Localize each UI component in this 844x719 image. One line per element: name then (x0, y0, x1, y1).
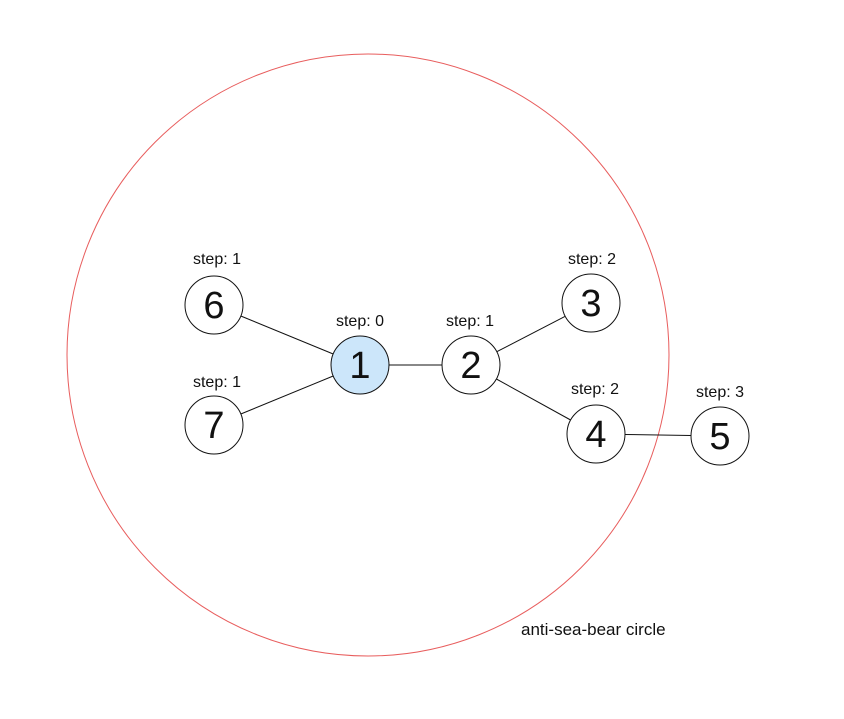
node-5-step-label: step: 3 (696, 384, 744, 401)
node-3: 3 step: 2 (561, 251, 621, 333)
node-4-step-label: step: 2 (571, 381, 619, 398)
edge-4-5 (624, 434, 692, 436)
node-6-label: 6 (203, 285, 224, 327)
node-6-circle (184, 275, 244, 335)
node-4-label: 4 (585, 414, 606, 456)
circle-caption: anti-sea-bear circle (521, 620, 666, 639)
edge-2-3 (496, 315, 566, 353)
node-7: 7 step: 1 (184, 374, 244, 455)
node-1-circle (330, 335, 390, 395)
edges-group (240, 315, 692, 436)
node-1: 1 step: 0 (330, 313, 390, 395)
node-7-circle (184, 395, 244, 455)
node-1-label: 1 (349, 345, 370, 387)
node-7-step-label: step: 1 (193, 374, 241, 391)
node-1-step-label: step: 0 (336, 313, 384, 330)
node-2-label: 2 (460, 345, 481, 387)
edge-1-7 (240, 375, 334, 415)
node-3-circle (561, 273, 621, 333)
node-5-label: 5 (709, 416, 730, 458)
nodes-group: 1 step: 0 2 step: 1 3 step: 2 4 step: 2 5 step: 3… (184, 251, 750, 466)
node-6: 6 step: 1 (184, 251, 244, 335)
edge-1-6 (240, 315, 334, 355)
node-2-step-label: step: 1 (446, 313, 494, 330)
node-3-label: 3 (580, 283, 601, 325)
edge-2-4 (496, 378, 571, 421)
node-2-circle (441, 335, 501, 395)
node-5-circle (690, 406, 750, 466)
node-3-step-label: step: 2 (568, 251, 616, 268)
node-4-circle (566, 404, 626, 464)
node-5: 5 step: 3 (690, 384, 750, 466)
node-4: 4 step: 2 (566, 381, 626, 464)
node-6-step-label: step: 1 (193, 251, 241, 268)
anti-sea-bear-circle (66, 53, 670, 657)
node-2: 2 step: 1 (441, 313, 501, 395)
node-7-label: 7 (203, 405, 224, 447)
